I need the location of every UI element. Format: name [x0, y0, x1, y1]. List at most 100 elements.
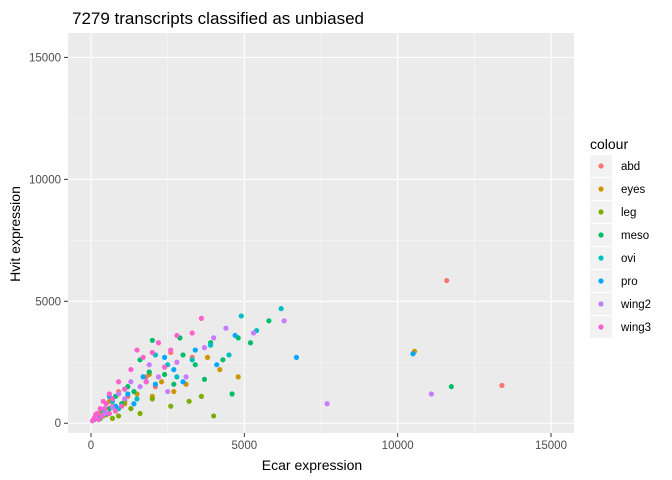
data-point [149, 396, 155, 402]
data-point [93, 412, 99, 418]
data-point [229, 391, 235, 397]
data-point [112, 408, 119, 414]
data-point [116, 391, 122, 397]
series-pro [91, 332, 416, 423]
data-point [174, 374, 180, 380]
data-point [198, 315, 204, 321]
y-axis-title: Hvit expression [7, 186, 23, 282]
data-point [146, 362, 152, 368]
data-point [131, 388, 137, 395]
data-point [204, 354, 211, 360]
x-tick-label: 5000 [232, 440, 258, 452]
legend-label: leg [621, 207, 636, 219]
data-point [99, 413, 105, 419]
legend-label: wing2 [620, 299, 651, 311]
data-point [122, 396, 128, 402]
legend-entry-eyes: eyes [590, 178, 646, 200]
data-point [208, 342, 214, 348]
y-tick-label: 0 [55, 418, 61, 430]
data-point [192, 347, 198, 353]
legend-swatch [598, 232, 604, 238]
data-point [96, 416, 102, 423]
legend-entry-wing3: wing3 [590, 316, 651, 338]
data-point [128, 379, 134, 385]
data-point [171, 388, 177, 395]
legend-swatch [598, 301, 604, 307]
data-point [162, 364, 168, 370]
legend-label: eyes [621, 184, 646, 196]
data-point [109, 415, 116, 421]
y-axis-ticks: 0 5000 10000 15000 [29, 52, 68, 430]
data-point [201, 376, 208, 382]
data-point [128, 366, 134, 373]
data-point [186, 398, 192, 404]
x-tick-label: 0 [88, 440, 94, 452]
data-point [137, 410, 143, 417]
legend-entries: abd eyes leg meso ovi pro wing2 wing3 [590, 155, 651, 338]
series-wing2 [93, 318, 434, 420]
data-point [189, 330, 195, 336]
legend-swatch [598, 324, 604, 330]
data-point [125, 391, 131, 397]
series-wing3 [89, 315, 204, 424]
legend-label: abd [621, 161, 640, 173]
data-point [116, 379, 122, 385]
data-point [168, 347, 174, 353]
data-point [410, 351, 416, 357]
legend-entry-abd: abd [590, 155, 640, 177]
chart-title: 7279 transcripts classified as unbiased [72, 9, 364, 28]
data-point [247, 340, 254, 346]
data-point [183, 374, 189, 380]
data-point [140, 354, 146, 360]
data-point [174, 359, 180, 365]
legend-entry-wing2: wing2 [590, 293, 651, 315]
grid-major [68, 33, 574, 433]
data-point [109, 404, 116, 410]
legend-entry-ovi: ovi [590, 247, 636, 269]
data-point [223, 325, 229, 331]
legend-title: colour [590, 136, 628, 152]
data-point [158, 379, 165, 385]
data-point [119, 403, 125, 409]
data-point [134, 347, 140, 353]
data-point [168, 403, 174, 409]
data-point [226, 352, 232, 358]
y-tick-label: 10000 [29, 174, 61, 186]
data-point [189, 357, 195, 363]
data-point [97, 406, 103, 412]
data-point [235, 374, 241, 380]
data-point [281, 318, 287, 324]
data-point [499, 382, 505, 389]
legend-label: pro [621, 276, 638, 288]
data-point [198, 393, 204, 400]
legend-label: ovi [621, 253, 636, 265]
data-point [428, 391, 434, 397]
data-point [201, 345, 208, 351]
data-point [214, 362, 220, 368]
data-point [192, 362, 198, 368]
data-point [116, 413, 122, 419]
data-point [149, 337, 155, 343]
data-point [102, 406, 108, 412]
legend-entry-leg: leg [590, 201, 636, 223]
data-point [109, 396, 116, 402]
data-point [143, 379, 149, 385]
legend-swatch [598, 186, 604, 192]
data-point [89, 418, 96, 424]
data-point [324, 401, 330, 407]
legend-label: wing3 [620, 322, 651, 334]
data-points [89, 277, 505, 424]
data-point [171, 366, 177, 373]
data-point [232, 332, 238, 339]
legend: colour abd eyes leg meso ovi pro wing2 wing3 [590, 136, 651, 338]
y-tick-label: 5000 [35, 296, 61, 308]
data-point [250, 330, 257, 336]
data-point [165, 388, 171, 395]
data-point [155, 340, 162, 346]
data-point [155, 374, 162, 380]
data-point [448, 384, 454, 390]
data-point [134, 396, 140, 402]
legend-swatch [598, 163, 604, 169]
data-point [444, 277, 450, 284]
